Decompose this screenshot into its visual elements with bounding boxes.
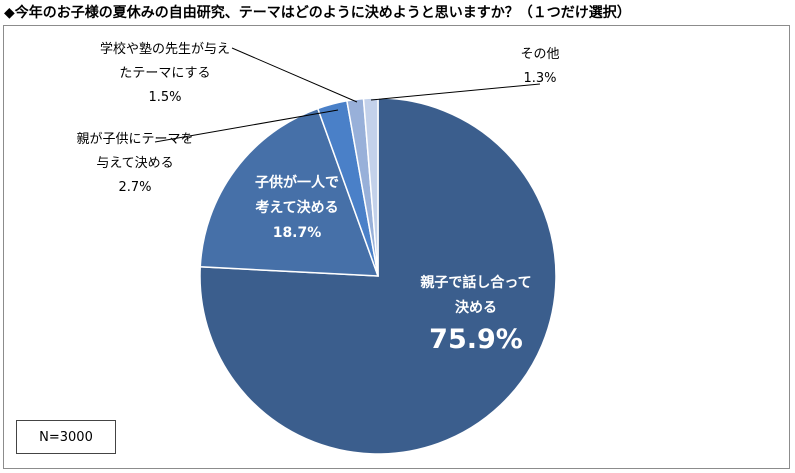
slice-label-line: その他 (520, 47, 559, 62)
slice-label-line: たテーマにする (119, 66, 210, 81)
chart-frame (3, 25, 790, 469)
pie-slice-4 (362, 97, 379, 277)
slice-value-label: 1.3% (523, 71, 556, 86)
slice-label-line: 考えて決める (255, 199, 338, 216)
slice-label-4: その他 1.3% (370, 47, 560, 101)
slice-label-line: 学校や塾の先生が与え (100, 41, 230, 57)
slice-value-label: 75.9% (429, 324, 523, 355)
slice-value-label: 18.7% (273, 225, 322, 241)
slice-value-label: 1.5% (148, 90, 181, 105)
pie-slice-0 (199, 97, 557, 455)
leader-line (231, 47, 358, 103)
slice-label-line: 子供が一人で (255, 174, 339, 191)
slice-label-line: 与えて決める (96, 156, 173, 171)
slice-label-line: 親子で話し合って (420, 274, 531, 291)
leader-line (370, 83, 541, 101)
leader-line (154, 109, 339, 143)
chart-title: ◆今年のお子様の夏休みの自由研究、テーマはどのように決めようと思いますか？（１つ… (4, 5, 631, 21)
slice-value-label: 2.7% (118, 180, 151, 195)
slice-label-line: 決める (455, 299, 497, 316)
slice-label-line: 親が子供にテーマを (76, 132, 193, 147)
sample-size-box: N=3000 (16, 420, 116, 454)
